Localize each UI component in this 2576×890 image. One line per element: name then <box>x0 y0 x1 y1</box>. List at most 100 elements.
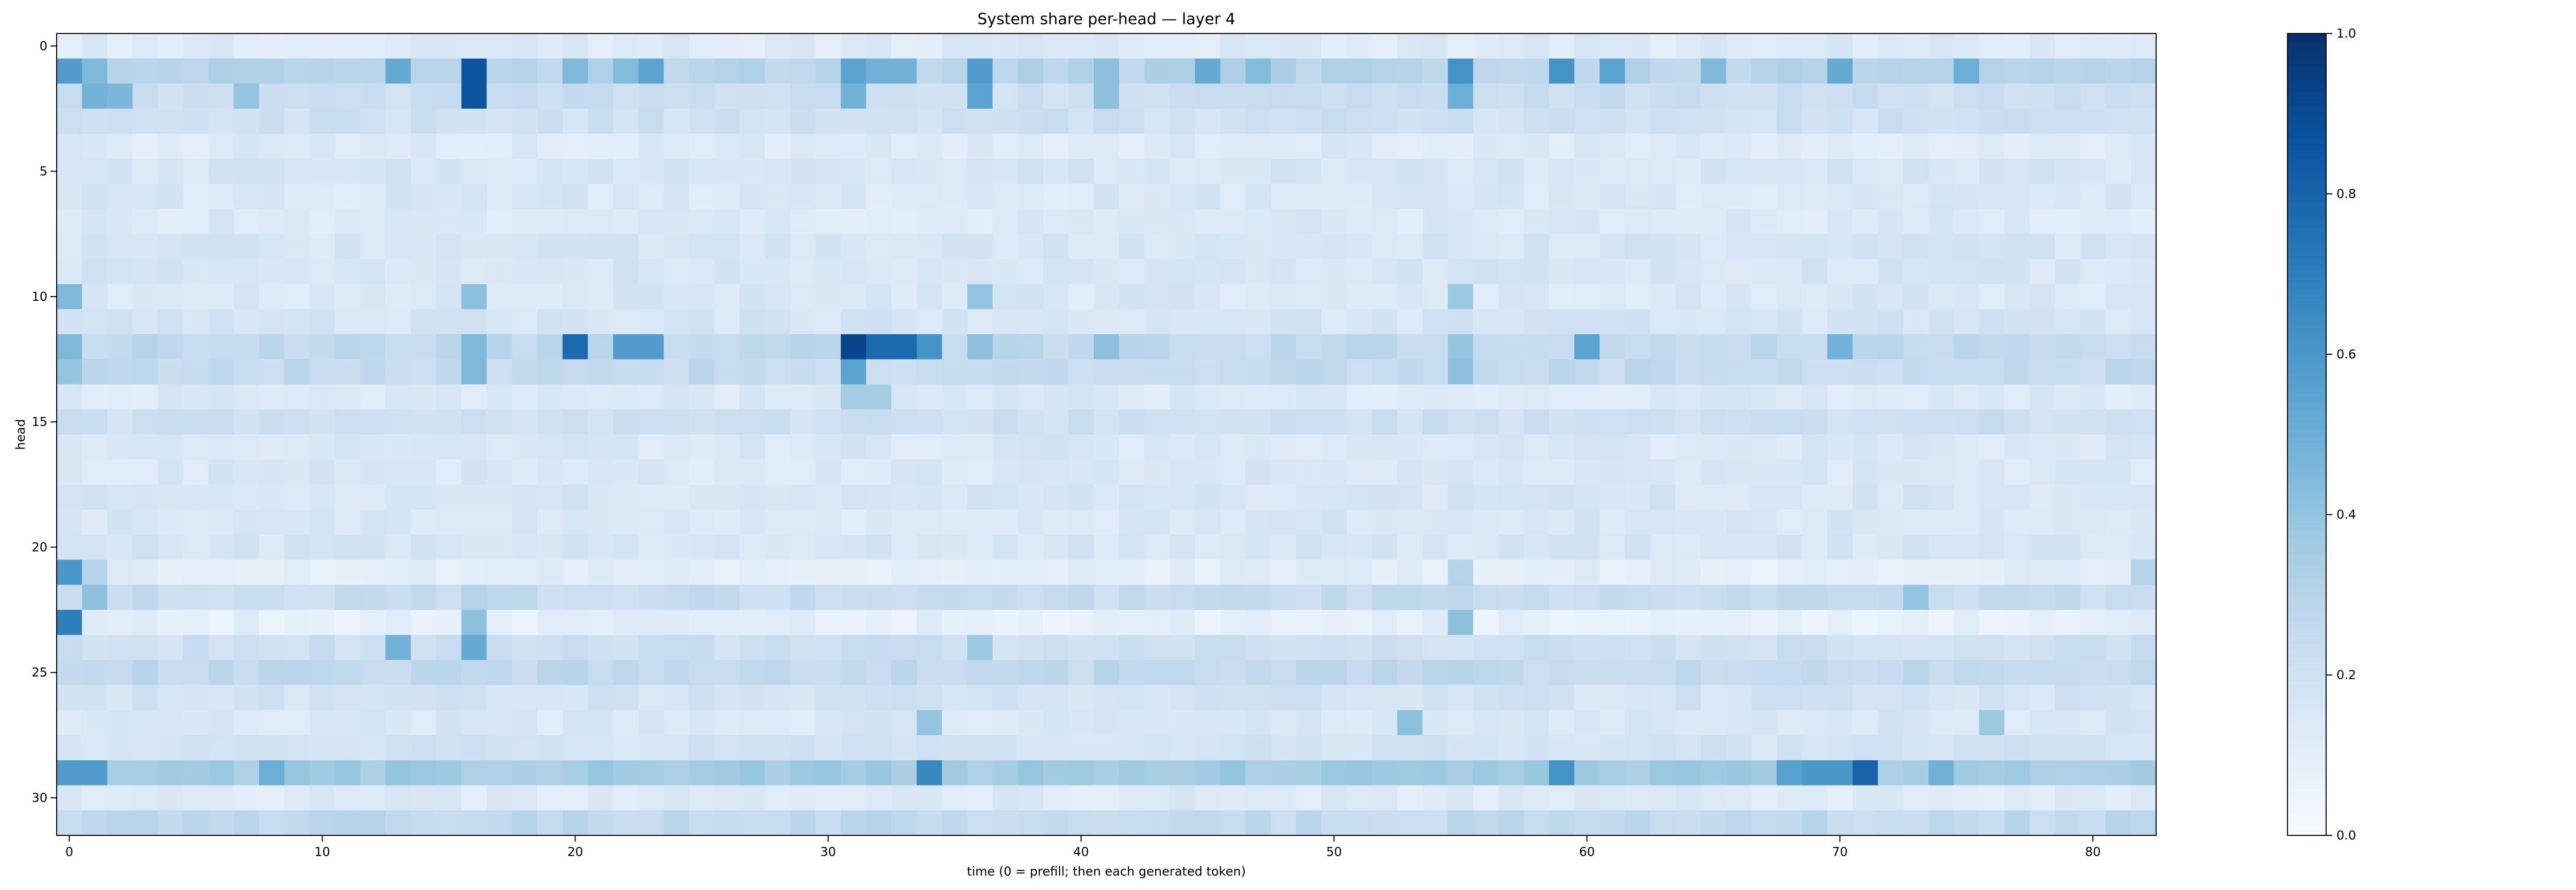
heatmap-cell <box>57 810 82 836</box>
heatmap-cell <box>1195 409 1221 435</box>
heatmap-cell <box>132 133 158 159</box>
heatmap-cell <box>1170 509 1195 535</box>
heatmap-cell <box>1422 559 1448 586</box>
heatmap-cell <box>1220 585 1246 610</box>
plot-frame <box>56 33 2157 836</box>
heatmap-cell <box>815 434 841 460</box>
heatmap-cell <box>1675 259 1701 285</box>
heatmap-cell <box>1372 234 1398 260</box>
heatmap-cell <box>1979 509 2005 535</box>
heatmap-cell <box>1043 509 1069 535</box>
heatmap-cell <box>1701 735 1726 761</box>
heatmap-cell <box>1119 535 1145 560</box>
heatmap-cell <box>183 559 209 586</box>
heatmap-cell <box>967 459 993 485</box>
heatmap-cell <box>1675 735 1701 761</box>
heatmap-cell <box>1144 535 1170 560</box>
heatmap-cell <box>512 685 538 711</box>
heatmap-cell <box>1701 234 1726 260</box>
heatmap-cell <box>815 33 841 59</box>
heatmap-cell <box>1473 685 1499 711</box>
heatmap-cell <box>1422 133 1448 159</box>
heatmap-cell <box>942 108 968 134</box>
heatmap-cell <box>233 760 260 786</box>
heatmap-cell <box>2105 635 2131 661</box>
heatmap-cell <box>840 735 867 761</box>
heatmap-cell <box>208 810 234 836</box>
heatmap-cell <box>1827 710 1853 735</box>
heatmap-cell <box>537 685 563 711</box>
heatmap-cell <box>1346 760 1372 786</box>
heatmap-cell <box>739 535 766 560</box>
heatmap-cell <box>1043 359 1069 385</box>
heatmap-cell <box>1372 685 1398 711</box>
heatmap-cell <box>1877 159 1904 184</box>
heatmap-cell <box>1549 234 1575 260</box>
heatmap-cell <box>436 559 462 586</box>
heatmap-cell <box>815 159 841 184</box>
heatmap-cell <box>1877 660 1904 686</box>
heatmap-cell <box>1877 484 1904 510</box>
heatmap-cell <box>1574 660 1600 686</box>
heatmap-cell <box>1650 585 1676 610</box>
heatmap-cell <box>1144 309 1170 335</box>
heatmap-cell <box>436 58 462 84</box>
heatmap-cell <box>562 559 588 586</box>
heatmap-cell <box>917 209 942 234</box>
heatmap-cell <box>613 58 639 84</box>
heatmap-cell <box>360 83 386 109</box>
heatmap-cell <box>739 133 766 159</box>
heatmap-cell <box>917 259 942 285</box>
heatmap-cell <box>840 108 867 134</box>
heatmap-cell <box>1043 309 1069 335</box>
heatmap-cell <box>1574 108 1600 134</box>
heatmap-cell <box>714 735 740 761</box>
heatmap-cell <box>1448 610 1473 636</box>
heatmap-cell <box>1954 635 1979 661</box>
heatmap-cell <box>689 459 715 485</box>
heatmap-cell <box>1599 635 1625 661</box>
heatmap-cell <box>588 183 614 210</box>
heatmap-cell <box>2080 585 2106 610</box>
heatmap-cell <box>486 133 513 159</box>
heatmap-cell <box>309 710 335 735</box>
heatmap-cell <box>1093 434 1120 460</box>
heatmap-cell <box>2055 359 2081 385</box>
heatmap-cell <box>411 234 437 260</box>
heatmap-cell <box>82 434 108 460</box>
heatmap-cell <box>1321 535 1347 560</box>
heatmap-cell <box>2004 209 2030 234</box>
heatmap-cell <box>335 735 361 761</box>
heatmap-cell <box>1498 133 1524 159</box>
heatmap-cell <box>284 284 310 310</box>
heatmap-cell <box>992 259 1019 285</box>
heatmap-cell <box>2004 760 2030 786</box>
heatmap-cell <box>1675 409 1701 435</box>
heatmap-cell <box>1954 384 1979 410</box>
heatmap-cell <box>967 760 993 786</box>
heatmap-cell <box>1473 284 1499 310</box>
heatmap-cell <box>967 33 993 59</box>
heatmap-cell <box>917 284 942 310</box>
heatmap-cell <box>1903 159 1929 184</box>
heatmap-cell <box>1776 559 1803 586</box>
heatmap-cell <box>309 535 335 560</box>
heatmap-cell <box>1144 635 1170 661</box>
heatmap-cell <box>1093 384 1120 410</box>
heatmap-cell <box>1270 309 1297 335</box>
heatmap-cell <box>1018 635 1044 661</box>
heatmap-cell <box>1245 159 1272 184</box>
heatmap-cell <box>613 710 639 735</box>
heatmap-cell <box>436 234 462 260</box>
heatmap-cell <box>309 635 335 661</box>
heatmap-cell <box>107 710 133 735</box>
heatmap-cell <box>107 635 133 661</box>
heatmap-cell <box>2004 810 2030 836</box>
heatmap-cell <box>1701 359 1726 385</box>
heatmap-cell <box>1675 610 1701 636</box>
heatmap-cell <box>1954 409 1979 435</box>
heatmap-cell <box>1448 334 1473 360</box>
heatmap-cell <box>917 434 942 460</box>
heatmap-cell <box>1751 284 1777 310</box>
heatmap-cell <box>259 234 285 260</box>
